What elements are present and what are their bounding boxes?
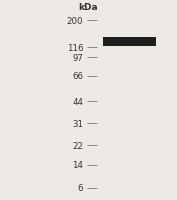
- FancyBboxPatch shape: [103, 38, 156, 46]
- Text: 6: 6: [78, 184, 83, 192]
- Text: 200: 200: [67, 17, 83, 25]
- Text: 66: 66: [72, 72, 83, 81]
- Text: 14: 14: [72, 161, 83, 169]
- Text: 97: 97: [72, 54, 83, 62]
- Text: 116: 116: [67, 44, 83, 52]
- Text: kDa: kDa: [79, 3, 98, 11]
- Text: 44: 44: [72, 97, 83, 106]
- Text: 31: 31: [72, 119, 83, 128]
- Text: 22: 22: [72, 141, 83, 150]
